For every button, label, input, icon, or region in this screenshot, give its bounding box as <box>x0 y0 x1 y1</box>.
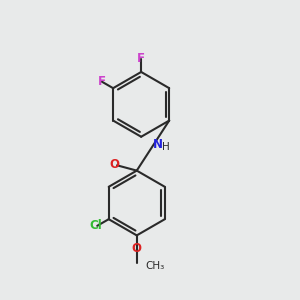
Text: O: O <box>110 158 120 171</box>
Text: CH₃: CH₃ <box>145 261 164 271</box>
Text: F: F <box>137 52 145 65</box>
Text: O: O <box>132 242 142 255</box>
Text: N: N <box>152 138 162 151</box>
Text: Cl: Cl <box>89 219 102 232</box>
Text: F: F <box>98 75 106 88</box>
Text: H: H <box>162 142 170 152</box>
